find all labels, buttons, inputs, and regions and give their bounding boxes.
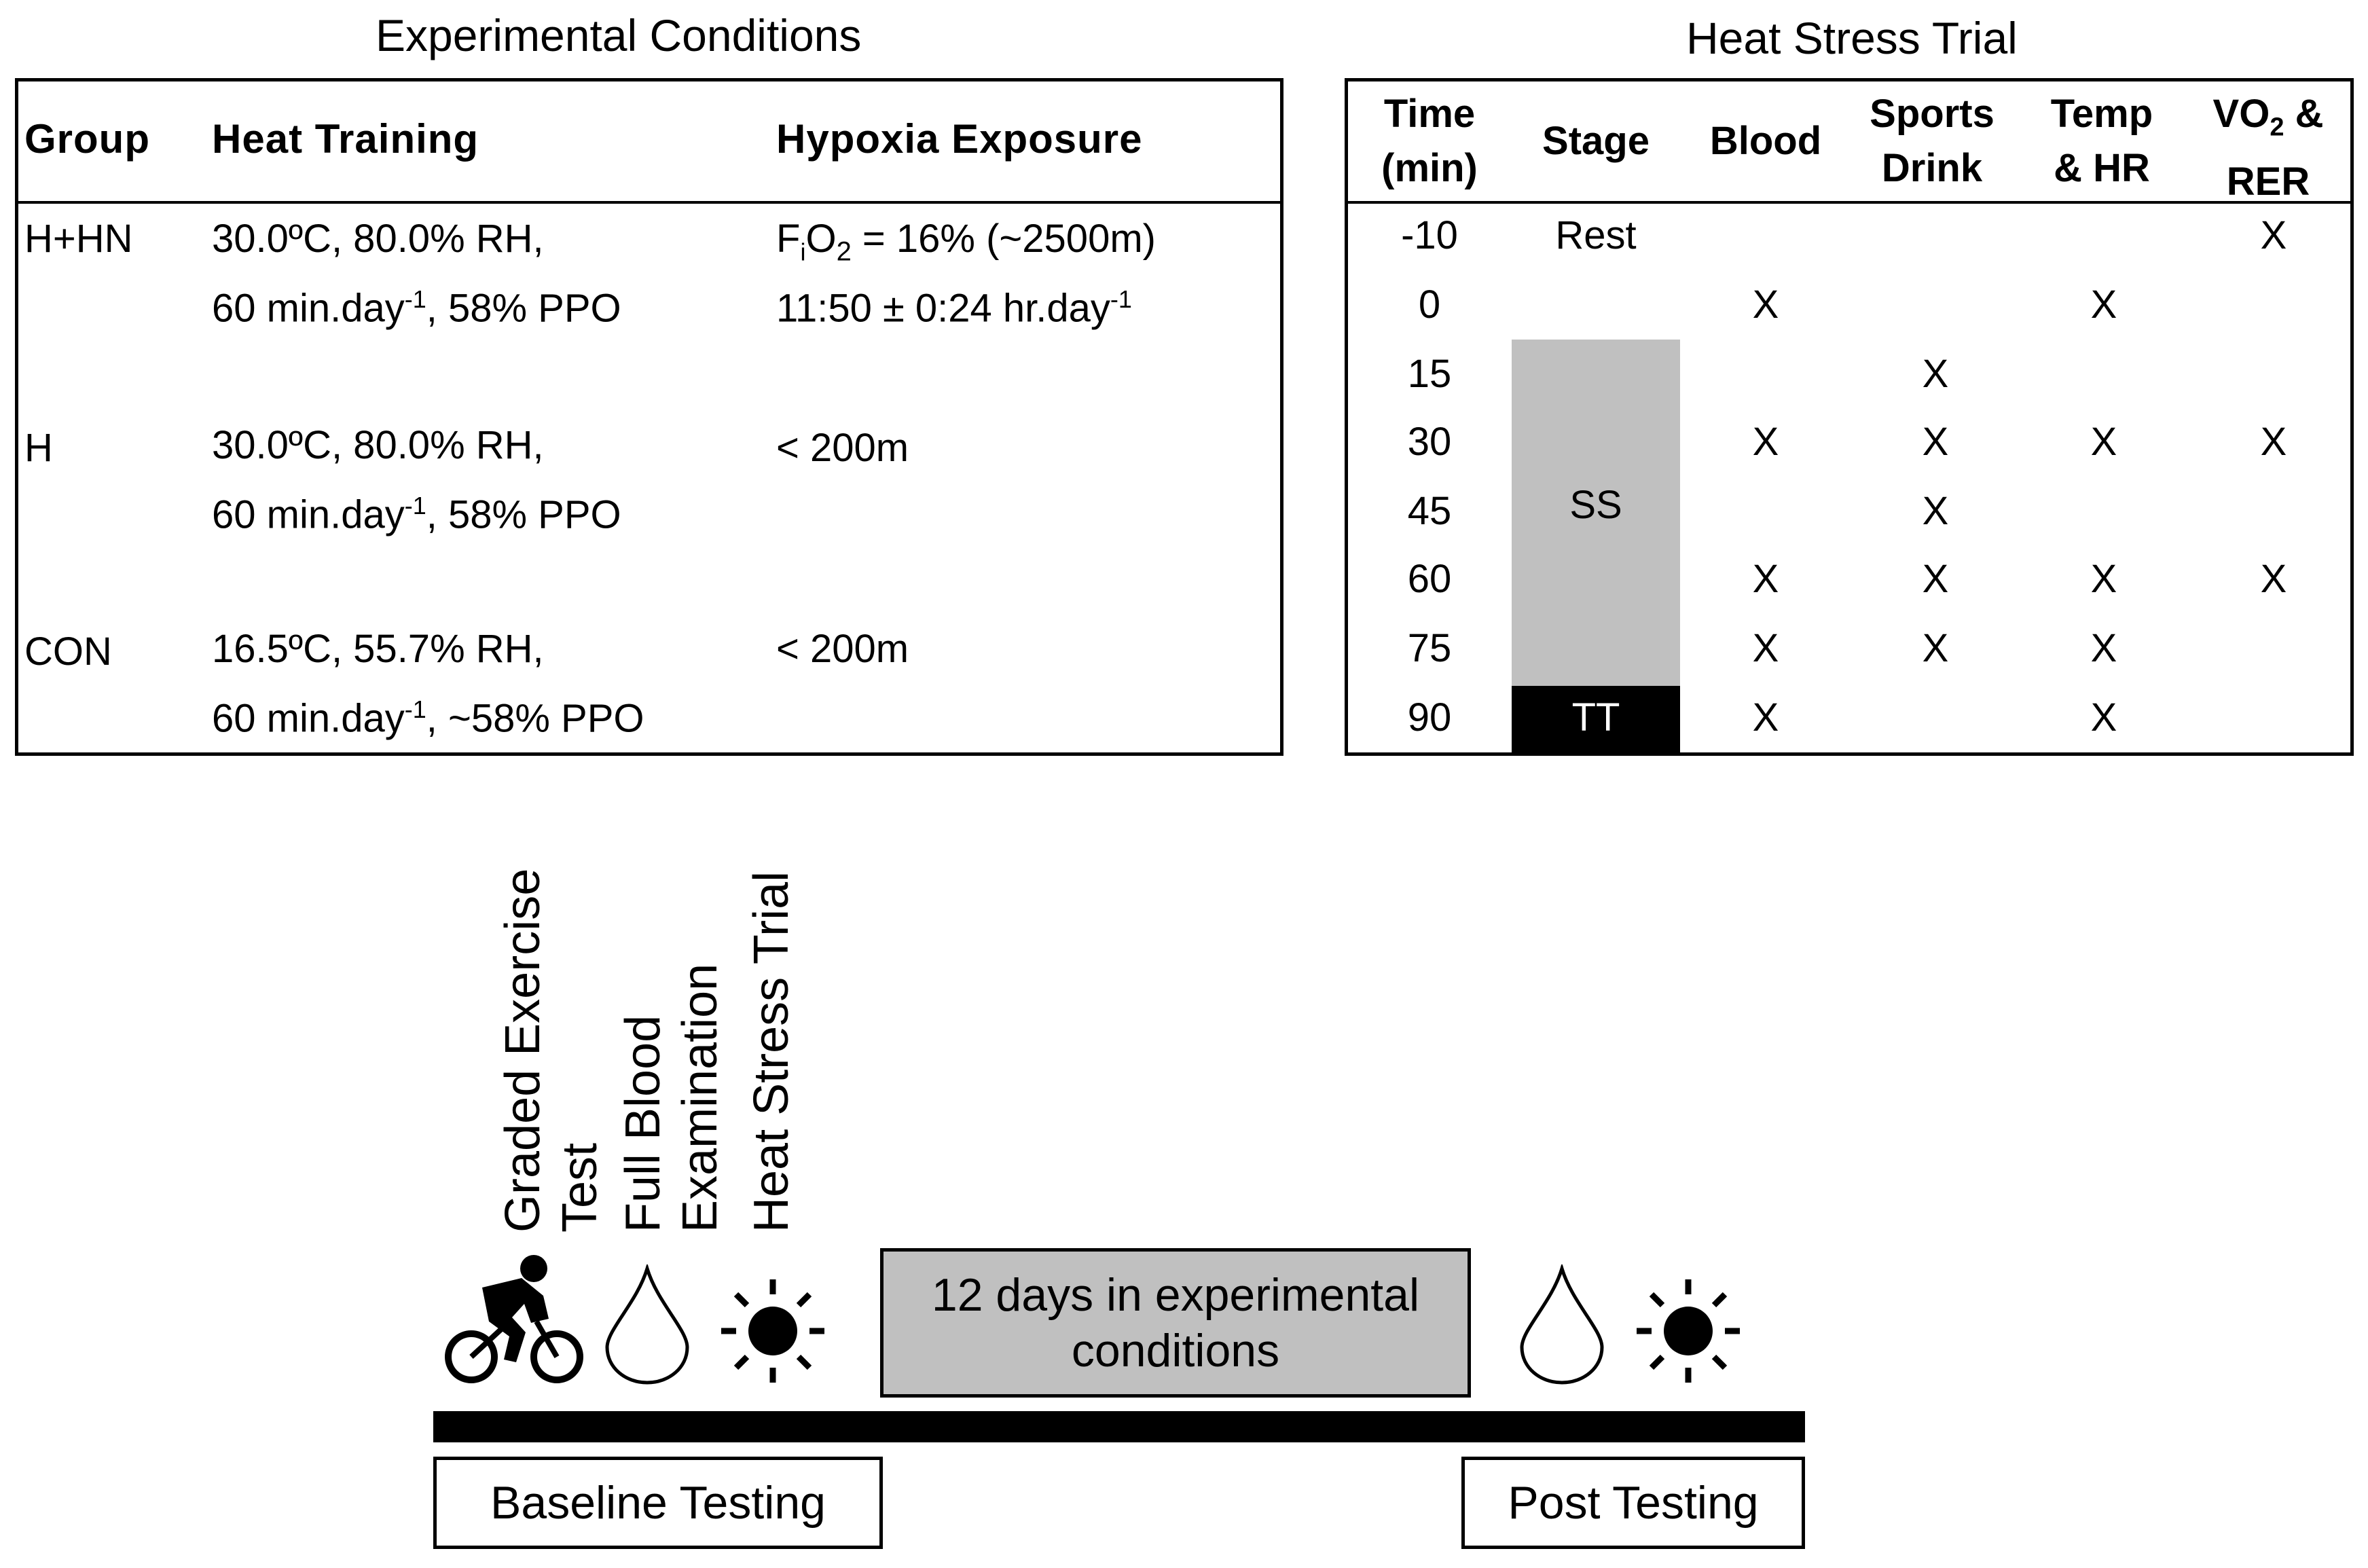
hst-header-vo2-rer: VO2 & RER	[2212, 92, 2324, 204]
sun-icon	[1637, 1279, 1740, 1383]
hst-mark-temp: X	[2090, 626, 2117, 670]
water-drop-icon	[1520, 1264, 1604, 1385]
experimental-period-box: 12 days in experimental conditions	[880, 1248, 1471, 1398]
ec-row-hypoxia-line1: < 200m	[776, 426, 909, 470]
baseline-testing-box: Baseline Testing	[433, 1457, 883, 1549]
label-graded-exercise-test: Graded Exercise Test	[496, 868, 607, 1233]
hst-time-cell: 75	[1407, 626, 1452, 670]
hst-header-sports-drink: Sports Drink	[1870, 92, 1994, 190]
hst-time-cell: -10	[1401, 213, 1458, 257]
hst-stage-tt: TT	[1571, 695, 1620, 740]
ec-row-hypoxia-line1: < 200m	[776, 627, 909, 671]
heat-stress-trial-table	[1345, 78, 2354, 756]
hst-mark-vo2: X	[2260, 557, 2287, 601]
hst-header-time: Time (min)	[1381, 92, 1478, 190]
label-full-blood-examination: Full Blood Examination	[616, 963, 727, 1233]
label-heat-stress-trial: Heat Stress Trial	[744, 871, 799, 1233]
ec-row-heat-line1: 30.0ºC, 80.0% RH,	[212, 423, 544, 467]
ec-row-group: CON	[24, 630, 112, 674]
ec-header-heat-training: Heat Training	[212, 116, 479, 162]
ec-row-hypoxia-line1: FiO2 = 16% (~2500m)	[776, 217, 1156, 267]
hst-mark-drink: X	[1922, 626, 1949, 670]
hst-time-cell: 90	[1407, 695, 1452, 740]
hst-mark-blood: X	[1752, 695, 1779, 740]
hst-time-cell: 15	[1407, 352, 1452, 396]
hst-header-divider	[1345, 201, 2354, 204]
ec-row-group: H	[24, 426, 53, 470]
hst-stage-ss: SS	[1569, 483, 1622, 527]
ec-row-group: H+HN	[24, 217, 133, 261]
hst-mark-temp: X	[2090, 282, 2117, 327]
ec-row-heat-line2: 60 min.day-1, 58% PPO	[212, 492, 621, 537]
hst-mark-blood: X	[1752, 626, 1779, 670]
hst-mark-blood: X	[1752, 420, 1779, 464]
hst-mark-blood: X	[1752, 282, 1779, 327]
stage-tt-fill	[1512, 686, 1680, 754]
hst-header-stage: Stage	[1542, 119, 1650, 163]
hst-mark-drink: X	[1922, 420, 1949, 464]
hst-time-cell: 0	[1418, 282, 1441, 327]
ec-row-hypoxia-line2: 11:50 ± 0:24 hr.day-1	[776, 285, 1132, 331]
experimental-conditions-title: Experimental Conditions	[376, 10, 862, 60]
hst-mark-blood: X	[1752, 557, 1779, 601]
ec-header-divider	[15, 201, 1283, 204]
hst-mark-drink: X	[1922, 489, 1949, 533]
heat-stress-trial-title: Heat Stress Trial	[1686, 13, 2018, 63]
post-testing-box: Post Testing	[1461, 1457, 1805, 1549]
hst-header-blood: Blood	[1709, 119, 1822, 163]
ec-header-group: Group	[24, 116, 150, 162]
hst-time-cell: 30	[1407, 420, 1452, 464]
ec-row-heat-line2: 60 min.day-1, 58% PPO	[212, 285, 621, 331]
timeline-bar	[433, 1411, 1805, 1442]
ec-row-heat-line2: 60 min.day-1, ~58% PPO	[212, 695, 644, 741]
hst-mark-temp: X	[2090, 557, 2117, 601]
hst-stage-rest: Rest	[1555, 213, 1637, 257]
ec-row-heat-line1: 30.0ºC, 80.0% RH,	[212, 217, 544, 261]
hst-time-cell: 60	[1407, 557, 1452, 601]
water-drop-icon	[605, 1264, 689, 1385]
cyclist-icon	[445, 1255, 583, 1383]
hst-time-cell: 45	[1407, 489, 1452, 533]
hst-header-temp-hr: Temp & HR	[2050, 92, 2153, 190]
stage-ss-fill	[1512, 340, 1680, 686]
hst-mark-drink: X	[1922, 352, 1949, 396]
hst-mark-vo2: X	[2260, 420, 2287, 464]
hst-mark-temp: X	[2090, 695, 2117, 740]
hst-mark-vo2: X	[2260, 213, 2287, 257]
hst-mark-temp: X	[2090, 420, 2117, 464]
sun-icon	[721, 1279, 824, 1383]
ec-header-hypoxia: Hypoxia Exposure	[776, 116, 1143, 162]
experimental-conditions-table	[15, 78, 1283, 756]
hst-mark-drink: X	[1922, 557, 1949, 601]
ec-row-heat-line1: 16.5ºC, 55.7% RH,	[212, 627, 544, 671]
